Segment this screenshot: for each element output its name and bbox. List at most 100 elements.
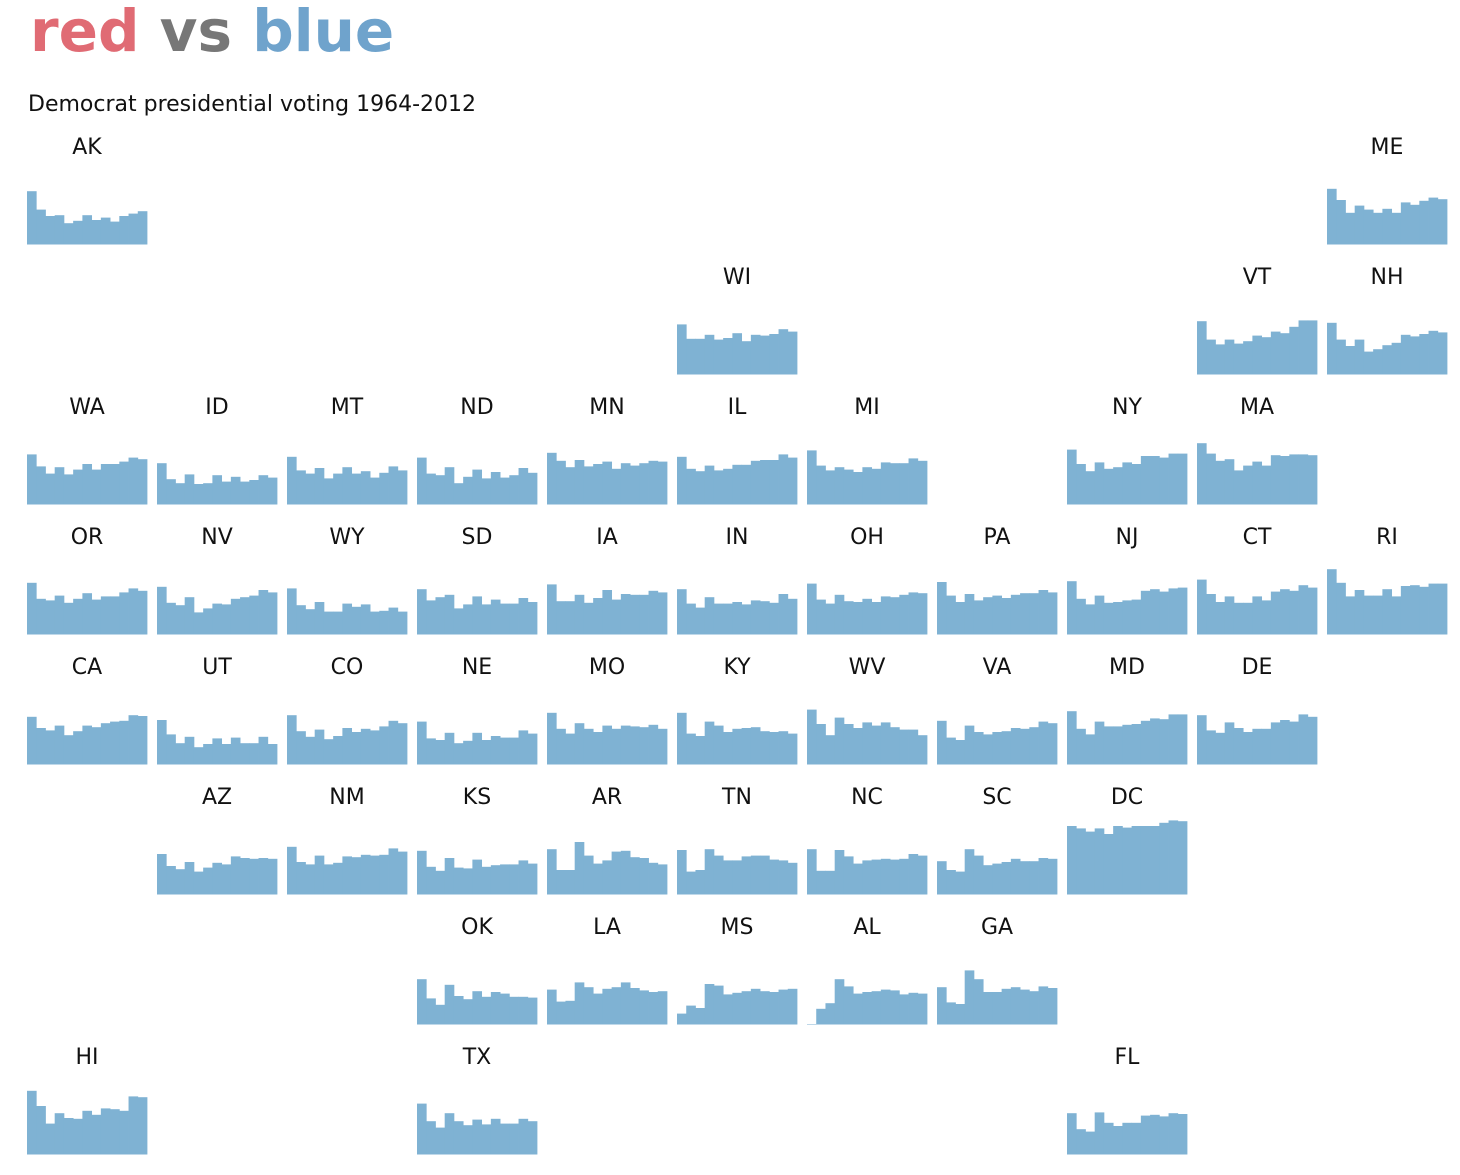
state-tile-mi: MI — [807, 394, 928, 524]
bar-nc-1968 — [816, 870, 826, 895]
bar-nd-1976 — [444, 467, 455, 505]
state-bars-mn — [547, 452, 668, 505]
bar-wy-2008 — [388, 607, 399, 635]
bar-nh-1964 — [1327, 322, 1337, 375]
bar-az-2004 — [249, 858, 259, 895]
bar-wy-1988 — [342, 603, 353, 635]
bar-oh-2008 — [908, 592, 919, 635]
bar-co-1992 — [351, 732, 362, 765]
bar-wy-1964 — [287, 588, 297, 635]
bar-nd-2008 — [518, 468, 529, 505]
bar-al-1980 — [843, 986, 854, 1025]
bar-mo-2000 — [630, 726, 640, 765]
bar-sc-2000 — [1020, 861, 1030, 895]
bar-ut-2012 — [267, 744, 278, 765]
bar-nc-1984 — [853, 863, 863, 895]
bar-pa-1980 — [973, 600, 984, 635]
bar-la-2012 — [657, 991, 668, 1025]
state-label: AL — [853, 915, 881, 940]
bar-ny-2012 — [1177, 453, 1188, 505]
bar-ga-1996 — [1010, 987, 1021, 1025]
bar-ok-1992 — [481, 996, 492, 1025]
bar-ky-1988 — [732, 728, 743, 765]
bar-pa-2012 — [1047, 592, 1058, 635]
bar-nc-2000 — [890, 859, 900, 895]
bar-tx-1996 — [490, 1118, 501, 1155]
bar-mo-1976 — [574, 723, 585, 765]
bar-vt-1996 — [1270, 331, 1281, 375]
bar-ny-1996 — [1140, 456, 1151, 505]
bar-nm-2000 — [370, 855, 380, 895]
bar-wv-1972 — [825, 735, 836, 765]
bar-nj-1972 — [1085, 604, 1096, 635]
bar-al-1976 — [834, 979, 845, 1025]
bar-ok-1964 — [417, 979, 427, 1025]
bar-ca-1964 — [27, 716, 37, 765]
bar-ky-1992 — [741, 728, 752, 765]
bar-dc-1968 — [1076, 828, 1086, 895]
bar-ga-1988 — [992, 992, 1003, 1025]
bar-ky-2000 — [760, 731, 770, 765]
bar-wi-1972 — [695, 338, 706, 375]
bar-oh-1984 — [853, 602, 863, 635]
state-label: MI — [854, 395, 880, 420]
bar-or-1968 — [36, 598, 46, 635]
bar-wy-1984 — [333, 611, 343, 635]
bar-ga-2004 — [1029, 991, 1039, 1025]
bar-ca-1984 — [73, 731, 83, 765]
bar-tn-1980 — [713, 855, 724, 895]
bar-nh-1988 — [1382, 345, 1393, 375]
bar-wi-1964 — [677, 324, 687, 375]
bar-md-1984 — [1113, 726, 1123, 765]
state-label: LA — [593, 915, 621, 940]
bar-nh-1968 — [1336, 339, 1346, 375]
bar-mt-1980 — [323, 478, 334, 505]
state-label: FL — [1114, 1045, 1140, 1070]
bar-or-2008 — [128, 588, 139, 635]
state-label: WI — [722, 265, 752, 290]
bar-de-1972 — [1215, 732, 1226, 765]
state-tile-ky: KY — [677, 654, 798, 784]
bar-va-2008 — [1038, 721, 1049, 765]
chart-subtitle: Democrat presidential voting 1964-2012 — [28, 92, 477, 117]
bar-ct-1968 — [1206, 594, 1216, 635]
bar-me-1968 — [1336, 200, 1346, 245]
bar-fl-1988 — [1122, 1122, 1133, 1155]
bar-or-1964 — [27, 582, 37, 635]
bar-fl-1964 — [1067, 1113, 1077, 1155]
bar-hi-2004 — [119, 1110, 129, 1155]
bar-pa-1968 — [946, 595, 956, 635]
bar-dc-1980 — [1103, 834, 1114, 895]
bar-az-1984 — [203, 867, 213, 895]
state-tile-de: DE — [1197, 654, 1318, 784]
bar-nh-1992 — [1391, 342, 1402, 375]
bar-va-2012 — [1047, 723, 1058, 765]
bar-ri-2008 — [1428, 583, 1439, 635]
bar-az-1992 — [221, 864, 232, 895]
bar-nm-1980 — [323, 864, 334, 895]
bar-pa-1996 — [1010, 594, 1021, 635]
state-bars-co — [287, 715, 408, 765]
bar-or-1984 — [73, 598, 83, 635]
bar-wy-2004 — [379, 610, 389, 635]
state-label: CT — [1242, 525, 1272, 550]
bar-oh-2012 — [917, 593, 928, 635]
bar-sd-2004 — [509, 603, 519, 635]
bar-mt-1988 — [342, 467, 353, 505]
bar-pa-1972 — [955, 602, 966, 635]
state-tile-az: AZ — [157, 784, 278, 914]
bar-nv-2012 — [267, 592, 278, 635]
bar-ca-1988 — [82, 725, 93, 765]
bar-me-2000 — [1410, 204, 1420, 245]
bar-vt-1984 — [1243, 341, 1253, 375]
title-vs: vs — [159, 0, 233, 65]
bar-wi-1976 — [704, 334, 715, 375]
state-bars-nv — [157, 586, 278, 635]
state-label: VA — [982, 655, 1012, 680]
bar-mt-2004 — [379, 472, 389, 505]
bar-sc-2004 — [1029, 861, 1039, 895]
bar-nh-1984 — [1373, 349, 1383, 375]
bar-ne-2012 — [527, 733, 538, 765]
bar-wy-1972 — [305, 609, 316, 635]
state-bars-ky — [677, 712, 798, 765]
